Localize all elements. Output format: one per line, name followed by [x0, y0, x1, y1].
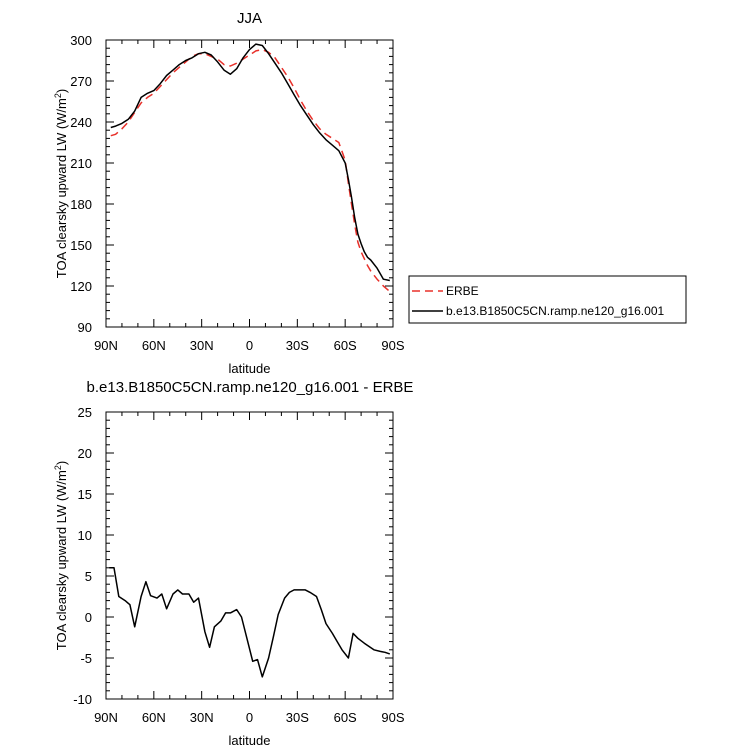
x-tick-label: 60N [142, 710, 166, 725]
bottom-series-lines [109, 567, 391, 678]
legend-box [408, 275, 687, 324]
x-tick-label: 30N [190, 338, 214, 353]
top-y-axis-title-end: ) [54, 89, 69, 93]
bottom-y-axis-title-sup: 2 [53, 465, 63, 470]
y-tick-label: 5 [85, 569, 92, 584]
bottom-y-axis-title-base: TOA clearsky upward LW (W/m [54, 470, 69, 650]
x-tick-label: 90N [94, 710, 118, 725]
top-x-axis-title: latitude [229, 361, 271, 376]
y-tick-label: 180 [70, 197, 92, 212]
x-tick-label: 60N [142, 338, 166, 353]
x-tick-label: 90S [381, 710, 404, 725]
legend-label-model: b.e13.B1850C5CN.ramp.ne120_g16.001 [446, 304, 664, 318]
bottom-x-axis-title: latitude [229, 733, 271, 748]
x-tick-label: 60S [334, 338, 357, 353]
legend: ERBE b.e13.B1850C5CN.ramp.ne120_g16.001 [408, 275, 687, 324]
y-tick-label: 270 [70, 74, 92, 89]
bottom-chart-title: b.e13.B1850C5CN.ramp.ne120_g16.001 - ERB… [87, 379, 414, 396]
y-tick-label: 90 [78, 320, 92, 335]
x-tick-label: 90S [381, 338, 404, 353]
x-tick-label: 30N [190, 710, 214, 725]
x-tick-label: 0 [246, 710, 253, 725]
bottom-plot-frame [105, 411, 394, 700]
x-tick-label: 60S [334, 710, 357, 725]
top-chart-title: JJA [237, 10, 262, 27]
y-tick-label: 10 [78, 528, 92, 543]
series-line-1-0 [109, 567, 391, 678]
top-y-axis-title-sup: 2 [53, 93, 63, 98]
y-tick-label: 0 [85, 610, 92, 625]
x-tick-label: 90N [94, 338, 118, 353]
y-tick-label: 25 [78, 405, 92, 420]
bottom-panel: b.e13.B1850C5CN.ramp.ne120_g16.001 - ERB… [53, 379, 413, 748]
x-tick-label: 0 [246, 338, 253, 353]
bottom-axis-ticks: 90N 60N 30N 0 30S 60S 90S -10 -5 0 5 10 15 20 25 [73, 405, 405, 725]
series-line-0-0 [110, 48, 391, 293]
y-tick-label: -5 [80, 651, 92, 666]
top-series-lines [110, 43, 391, 293]
y-tick-label: 120 [70, 279, 92, 294]
bottom-y-axis-title: TOA clearsky upward LW (W/m2) [53, 461, 69, 650]
x-tick-label: 30S [286, 710, 309, 725]
top-y-axis-title-base: TOA clearsky upward LW (W/m [54, 98, 69, 278]
top-y-axis-title: TOA clearsky upward LW (W/m2) [53, 89, 69, 278]
top-plot-frame [105, 39, 394, 328]
y-tick-label: 240 [70, 115, 92, 130]
y-tick-label: 300 [70, 33, 92, 48]
y-tick-label: 210 [70, 156, 92, 171]
series-line-0-1 [110, 43, 390, 282]
top-panel: JJA 90N 60N 30N 0 30S 60S 90S 90 120 150 180 210 240… [53, 10, 687, 376]
x-tick-label: 30S [286, 338, 309, 353]
y-tick-label: 20 [78, 446, 92, 461]
y-tick-label: 15 [78, 487, 92, 502]
y-tick-label: 150 [70, 238, 92, 253]
y-tick-label: -10 [73, 692, 92, 707]
bottom-y-axis-title-end: ) [54, 461, 69, 465]
legend-label-erbe: ERBE [446, 284, 479, 298]
top-axis-ticks: 90N 60N 30N 0 30S 60S 90S 90 120 150 180 210 240 270 3… [70, 33, 405, 353]
